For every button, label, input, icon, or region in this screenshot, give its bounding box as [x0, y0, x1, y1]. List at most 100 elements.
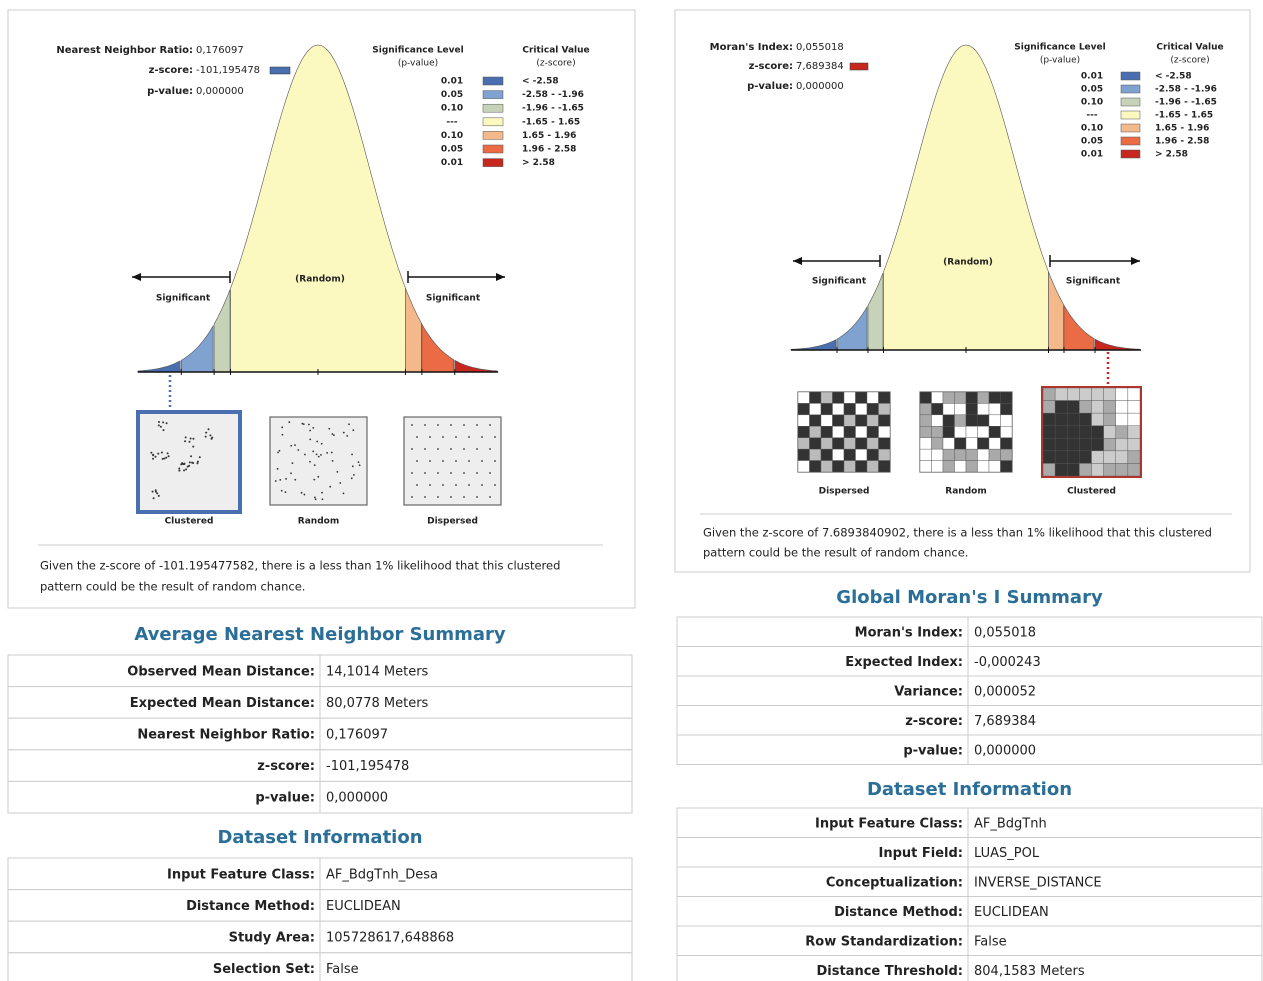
- map-cell: [879, 403, 891, 414]
- pattern-dot: [190, 455, 192, 457]
- pattern-dot: [322, 498, 324, 500]
- map-cell: [989, 403, 1001, 414]
- pattern-dot: [158, 495, 160, 497]
- table-row: [677, 956, 1262, 981]
- legend-p-value: 0.01: [1081, 150, 1103, 160]
- pattern-dot: [168, 455, 170, 457]
- map-cell: [1079, 426, 1091, 439]
- pattern-dot: [285, 491, 287, 493]
- map-cell: [821, 461, 833, 472]
- pattern-dot: [353, 474, 355, 476]
- map-cell: [955, 426, 967, 437]
- map-cell: [856, 438, 868, 449]
- map-cell: [1043, 413, 1055, 426]
- map-cell: [844, 426, 856, 437]
- pattern-dot: [180, 463, 182, 465]
- map-cell: [1092, 451, 1104, 464]
- map-cell: [1079, 388, 1091, 401]
- map-cell: [833, 426, 845, 437]
- section-title: Dataset Information: [867, 779, 1072, 800]
- pattern-dot: [197, 461, 199, 463]
- map-cell: [989, 461, 1001, 472]
- row-value: 804,1583 Meters: [974, 964, 1085, 979]
- pattern-dot: [463, 424, 465, 426]
- pattern-dot: [316, 441, 318, 443]
- pattern-dot: [208, 428, 210, 430]
- pattern-dot: [211, 437, 213, 439]
- map-cell: [1055, 463, 1067, 476]
- pattern-dot: [424, 424, 426, 426]
- map-cell: [867, 392, 879, 403]
- pattern-dot: [308, 424, 310, 426]
- pattern-dot: [185, 436, 187, 438]
- map-cell: [833, 449, 845, 460]
- map-cell: [1043, 426, 1055, 439]
- pattern-thumbnail: [920, 392, 1012, 472]
- map-cell: [1104, 438, 1116, 451]
- legend-swatch: [1121, 150, 1140, 158]
- pattern-dot: [489, 448, 491, 450]
- map-cell: [978, 392, 990, 403]
- legend-z-range: > 2.58: [1155, 150, 1188, 160]
- pattern-dot: [424, 448, 426, 450]
- pattern-dot: [153, 497, 155, 499]
- stat-label: Nearest Neighbor Ratio:: [56, 45, 193, 56]
- map-cell: [1055, 413, 1067, 426]
- map-cell: [932, 426, 944, 437]
- pattern-dot: [303, 494, 305, 496]
- map-cell: [1079, 438, 1091, 451]
- pattern-label: Dispersed: [819, 487, 870, 497]
- pattern-dot: [494, 460, 496, 462]
- pattern-dot: [450, 448, 452, 450]
- pattern-dot: [309, 461, 311, 463]
- table-row: [677, 838, 1262, 868]
- map-cell: [879, 449, 891, 460]
- pattern-dot: [476, 424, 478, 426]
- map-cell: [867, 415, 879, 426]
- pattern-dot: [189, 461, 191, 463]
- legend-swatch: [483, 145, 503, 153]
- pattern-dot: [314, 464, 316, 466]
- pattern-dot: [304, 454, 306, 456]
- map-cell: [920, 449, 932, 460]
- pattern-dot: [494, 484, 496, 486]
- pattern-dot: [331, 452, 333, 454]
- map-cell: [844, 403, 856, 414]
- pattern-dot: [301, 492, 303, 494]
- map-cell: [978, 415, 990, 426]
- map-cell: [1043, 463, 1055, 476]
- pattern-dot: [489, 496, 491, 498]
- map-cell: [1104, 426, 1116, 439]
- pattern-dot: [416, 484, 418, 486]
- row-label: Input Feature Class:: [167, 867, 315, 882]
- pattern-label: Random: [945, 487, 986, 497]
- pattern-dot: [463, 472, 465, 474]
- legend-swatch: [483, 159, 503, 167]
- legend-z-range: -1.65 - 1.65: [1155, 111, 1213, 121]
- report-view: Nearest Neighbor Ratio:0,176097z-score:-…: [0, 0, 1263, 981]
- pattern-dot: [192, 462, 194, 464]
- map-cell: [1128, 451, 1140, 464]
- map-cell: [943, 392, 955, 403]
- pattern-dot: [163, 429, 165, 431]
- pattern-dot: [455, 436, 457, 438]
- map-cell: [966, 449, 978, 460]
- pattern-dot: [309, 439, 311, 441]
- pattern-dot: [290, 472, 292, 474]
- legend-p-value: 0.05: [1081, 137, 1103, 147]
- map-cell: [955, 449, 967, 460]
- row-value: 80,0778 Meters: [326, 696, 429, 711]
- pattern-dot: [167, 452, 169, 454]
- section-title: Average Nearest Neighbor Summary: [134, 624, 506, 645]
- legend-z-range: 1.65 - 1.96: [1155, 124, 1209, 134]
- legend-p-value: ---: [1086, 111, 1097, 121]
- pattern-dot: [429, 460, 431, 462]
- stat-value: 0,000000: [796, 81, 844, 92]
- pattern-dot: [343, 432, 345, 434]
- table-row: [677, 897, 1262, 927]
- pattern-dot: [182, 463, 184, 465]
- map-cell: [978, 438, 990, 449]
- map-cell: [821, 403, 833, 414]
- pattern-dot: [352, 429, 354, 431]
- table-row: [677, 706, 1262, 736]
